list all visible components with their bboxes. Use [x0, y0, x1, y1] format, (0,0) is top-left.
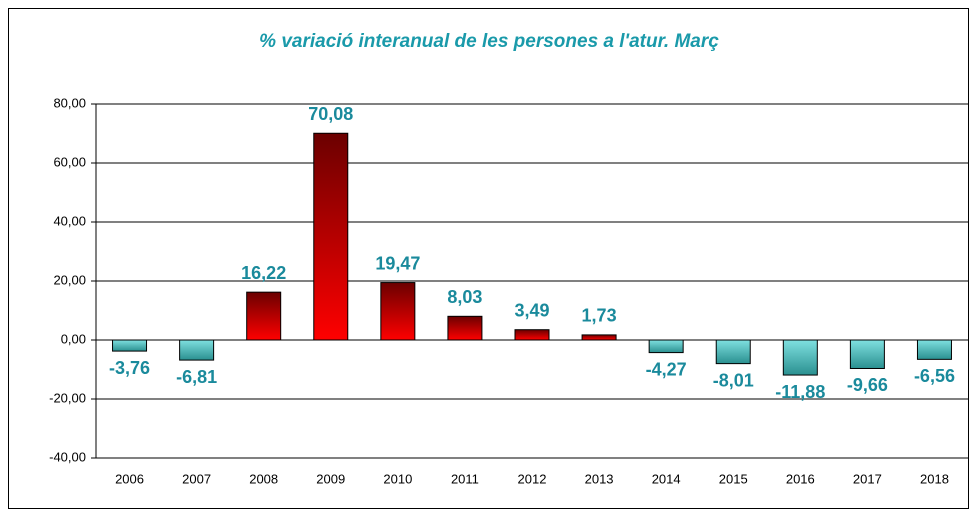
y-tick-label: 0,00	[61, 331, 86, 346]
bar	[112, 339, 148, 352]
frame	[8, 8, 969, 509]
x-tick-label: 2012	[518, 471, 547, 486]
bar	[581, 334, 617, 341]
y-tick-label: 20,00	[53, 272, 86, 287]
value-label: 1,73	[582, 306, 617, 326]
y-tick-label: 40,00	[53, 213, 86, 228]
value-label: -8,01	[713, 370, 754, 390]
y-tick-label: -40,00	[49, 449, 86, 464]
value-label: -6,81	[176, 367, 217, 387]
value-label: -3,76	[109, 358, 150, 378]
x-tick-label: 2018	[920, 471, 949, 486]
y-tick-label: 60,00	[53, 154, 86, 169]
value-label: 8,03	[447, 287, 482, 307]
bar	[916, 339, 952, 360]
value-label: -11,88	[775, 382, 825, 402]
y-tick-label: 80,00	[53, 95, 86, 110]
value-label: 70,08	[308, 104, 353, 124]
bar	[179, 339, 215, 361]
bar	[782, 339, 818, 376]
bar	[715, 339, 751, 365]
bar	[648, 339, 684, 354]
bar	[447, 315, 483, 341]
x-tick-label: 2007	[182, 471, 211, 486]
value-label: 3,49	[514, 300, 549, 320]
x-tick-label: 2015	[719, 471, 748, 486]
bar	[380, 282, 416, 341]
value-label: -4,27	[646, 359, 687, 379]
x-tick-label: 2014	[652, 471, 681, 486]
value-label: -9,66	[847, 375, 888, 395]
x-tick-label: 2016	[786, 471, 815, 486]
bar	[246, 291, 282, 341]
y-tick-label: -20,00	[49, 390, 86, 405]
chart-title: % variació interanual de les persones a …	[259, 31, 719, 52]
bar	[514, 329, 550, 341]
x-tick-label: 2010	[383, 471, 412, 486]
bar	[849, 339, 885, 369]
x-tick-label: 2006	[115, 471, 144, 486]
value-label: 16,22	[241, 263, 286, 283]
value-label: 19,47	[375, 253, 420, 273]
x-tick-label: 2013	[585, 471, 614, 486]
x-tick-label: 2011	[451, 471, 479, 486]
x-tick-label: 2017	[853, 471, 882, 486]
bar	[313, 132, 349, 341]
x-tick-label: 2009	[316, 471, 345, 486]
x-tick-label: 2008	[249, 471, 278, 486]
value-label: -6,56	[914, 366, 955, 386]
